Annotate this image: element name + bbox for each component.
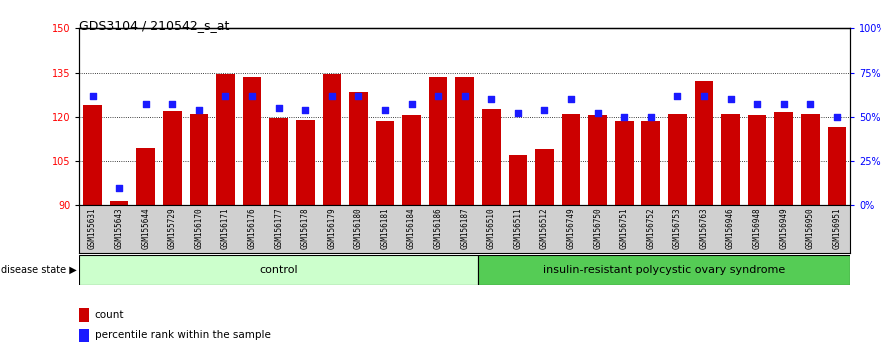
Point <box>618 114 632 120</box>
Text: GSM156186: GSM156186 <box>433 208 442 249</box>
Text: GSM156753: GSM156753 <box>673 208 682 249</box>
Bar <box>694 81 714 205</box>
Text: GSM156750: GSM156750 <box>593 208 602 249</box>
Point <box>352 93 366 98</box>
Text: GSM156170: GSM156170 <box>195 208 204 249</box>
Bar <box>722 114 740 205</box>
Text: GSM156951: GSM156951 <box>833 208 841 249</box>
Bar <box>455 77 474 205</box>
Point <box>378 107 392 113</box>
Bar <box>349 92 367 205</box>
Bar <box>801 114 819 205</box>
Text: GSM156946: GSM156946 <box>726 208 735 249</box>
Point <box>112 185 126 190</box>
Bar <box>403 115 421 205</box>
Text: GSM156176: GSM156176 <box>248 208 256 249</box>
Bar <box>508 155 527 205</box>
Point <box>218 93 233 98</box>
Point <box>644 114 658 120</box>
Point <box>803 102 818 107</box>
Bar <box>375 121 395 205</box>
Text: GSM156949: GSM156949 <box>779 208 788 249</box>
Text: insulin-resistant polycystic ovary syndrome: insulin-resistant polycystic ovary syndr… <box>543 265 785 275</box>
Text: GSM156184: GSM156184 <box>407 208 416 249</box>
Point <box>590 110 604 116</box>
Text: control: control <box>259 265 298 275</box>
Point <box>298 107 312 113</box>
Text: GSM156179: GSM156179 <box>328 208 337 249</box>
Bar <box>79 308 88 321</box>
Bar <box>641 121 660 205</box>
Text: GDS3104 / 210542_s_at: GDS3104 / 210542_s_at <box>79 19 230 33</box>
Bar <box>84 105 102 205</box>
Bar <box>79 329 88 342</box>
Point <box>271 105 285 111</box>
Bar <box>163 111 181 205</box>
Point <box>85 93 100 98</box>
Text: GSM156181: GSM156181 <box>381 208 389 249</box>
Text: GSM155631: GSM155631 <box>88 208 97 249</box>
Text: GSM156950: GSM156950 <box>806 208 815 249</box>
Bar <box>478 255 850 285</box>
Point <box>750 102 764 107</box>
Point <box>697 93 711 98</box>
Text: GSM156512: GSM156512 <box>540 208 549 249</box>
Text: GSM156749: GSM156749 <box>566 208 575 249</box>
Text: percentile rank within the sample: percentile rank within the sample <box>95 330 270 341</box>
Bar <box>589 115 607 205</box>
Point <box>830 114 844 120</box>
Point <box>245 93 259 98</box>
Bar <box>270 118 288 205</box>
Point <box>166 102 180 107</box>
Text: GSM156177: GSM156177 <box>274 208 283 249</box>
Bar <box>668 114 686 205</box>
Bar <box>429 77 448 205</box>
Point <box>138 102 152 107</box>
Bar <box>748 115 766 205</box>
Text: GSM155643: GSM155643 <box>115 208 123 249</box>
Text: GSM156948: GSM156948 <box>752 208 762 249</box>
Text: GSM156510: GSM156510 <box>487 208 496 249</box>
Text: count: count <box>95 310 124 320</box>
Text: disease state ▶: disease state ▶ <box>1 265 77 275</box>
Point <box>458 93 472 98</box>
Bar <box>189 114 208 205</box>
Text: GSM156752: GSM156752 <box>647 208 655 249</box>
Text: GSM155644: GSM155644 <box>141 208 151 249</box>
Text: GSM156178: GSM156178 <box>300 208 310 249</box>
Bar <box>615 121 633 205</box>
Text: GSM156763: GSM156763 <box>700 208 708 249</box>
Bar <box>216 74 235 205</box>
Point <box>537 107 552 113</box>
Bar <box>296 120 315 205</box>
Text: GSM156751: GSM156751 <box>619 208 629 249</box>
Text: GSM156511: GSM156511 <box>514 208 522 249</box>
Point <box>511 110 525 116</box>
Point <box>325 93 339 98</box>
Bar <box>562 114 581 205</box>
Point <box>485 96 499 102</box>
Bar <box>79 255 478 285</box>
Bar <box>774 113 793 205</box>
Text: GSM156171: GSM156171 <box>221 208 230 249</box>
Point <box>670 93 685 98</box>
Point <box>431 93 445 98</box>
Point <box>723 96 737 102</box>
Bar <box>827 127 846 205</box>
Text: GSM156180: GSM156180 <box>354 208 363 249</box>
Bar <box>322 74 341 205</box>
Point <box>404 102 418 107</box>
Bar <box>137 148 155 205</box>
Point <box>192 107 206 113</box>
Text: GSM156187: GSM156187 <box>460 208 470 249</box>
Bar <box>535 149 554 205</box>
Point <box>777 102 791 107</box>
Text: GSM155729: GSM155729 <box>167 208 177 249</box>
Point <box>564 96 578 102</box>
Bar <box>482 109 500 205</box>
Bar <box>243 77 262 205</box>
Bar <box>110 201 129 205</box>
